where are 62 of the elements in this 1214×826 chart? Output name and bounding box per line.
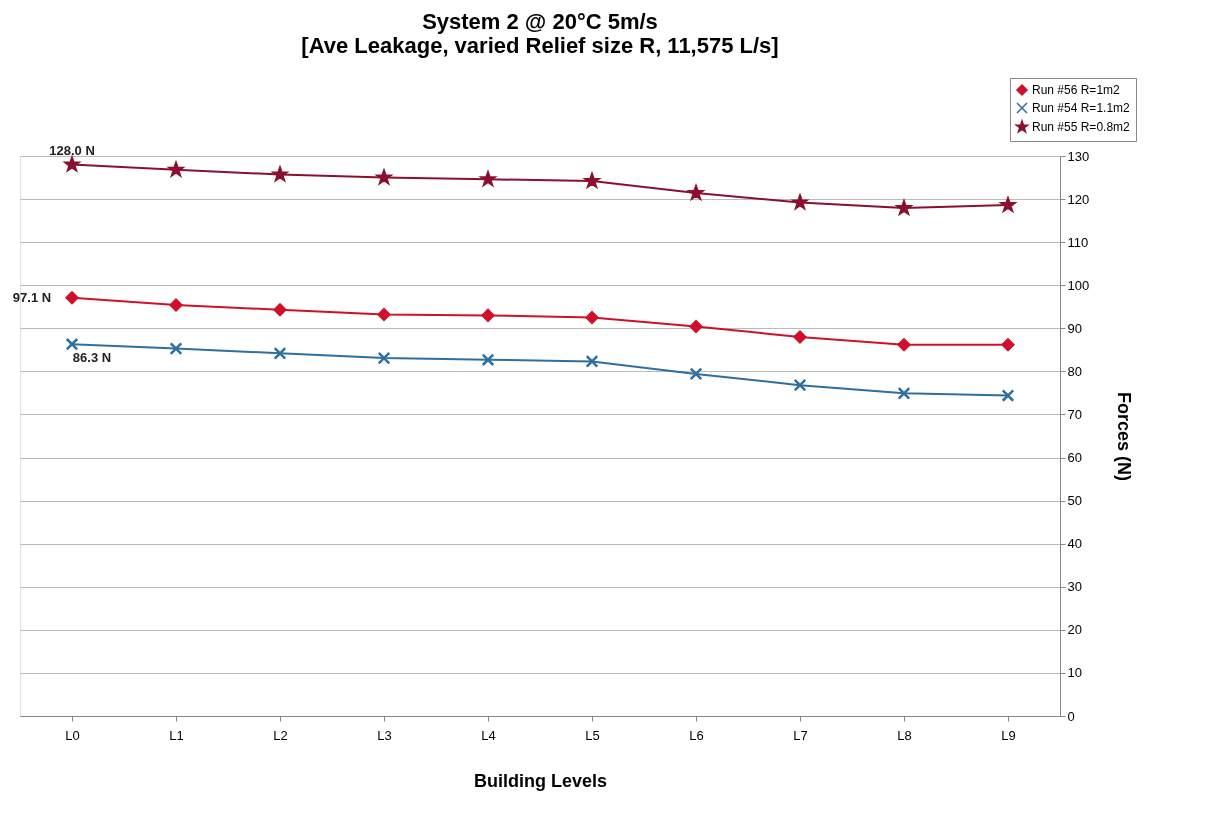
point: [894, 198, 914, 217]
y-tick-label: 0: [1067, 708, 1075, 724]
annotation: 97.1 N: [12, 289, 52, 305]
point: [478, 169, 498, 188]
x-tick-label: L5: [585, 727, 600, 743]
point: [1001, 389, 1015, 402]
point: [481, 308, 495, 322]
point: [686, 183, 706, 202]
point: [689, 367, 703, 381]
point: [166, 160, 186, 178]
x-tick-label: L4: [481, 727, 496, 743]
point: [585, 354, 599, 368]
point: [897, 386, 911, 400]
point: [1001, 338, 1015, 352]
x-tick-label: L6: [689, 727, 704, 743]
y-tick-label: 90: [1067, 320, 1082, 336]
legend-label: Run #54 R=1.1m2: [1032, 101, 1131, 115]
y-tick-label: 30: [1067, 579, 1082, 595]
x-tick-label: L0: [65, 727, 80, 743]
point: [481, 353, 495, 367]
point: [374, 167, 394, 186]
y-tick-label: 130: [1067, 148, 1090, 164]
point: [273, 303, 287, 317]
x-tick-label: L9: [1001, 727, 1016, 743]
legend-label: Run #55 R=0.8m2: [1032, 120, 1131, 134]
point: [582, 171, 602, 190]
x-tick-label: L2: [273, 727, 288, 743]
annotation: 128.0 N: [49, 142, 95, 158]
y-tick-label: 50: [1067, 493, 1082, 509]
x-tick-label: L1: [169, 727, 184, 743]
annotation: 86.3 N: [72, 350, 112, 366]
y-tick-label: 10: [1067, 665, 1082, 681]
point: [793, 330, 807, 344]
point: [377, 308, 391, 322]
y-tick-label: 80: [1067, 363, 1082, 379]
point: [790, 192, 810, 211]
point: [273, 346, 287, 360]
point: [793, 378, 807, 392]
y-tick-label: 20: [1067, 622, 1082, 638]
x-tick-label: L3: [377, 727, 392, 743]
x-axis-title: Building Levels: [473, 770, 608, 791]
point: [998, 195, 1018, 214]
point: [585, 311, 599, 325]
y-tick-label: 60: [1067, 450, 1082, 466]
point: [169, 298, 183, 312]
point: [270, 164, 290, 183]
x-tick-label: L8: [897, 727, 912, 743]
point: [689, 320, 703, 334]
point: [377, 351, 391, 365]
y-tick-label: 70: [1067, 406, 1082, 422]
y-tick-label: 100: [1067, 277, 1090, 293]
x-tick-label: L7: [793, 727, 808, 743]
point: [169, 342, 183, 356]
point: [65, 291, 79, 305]
legend-label: Run #56 R=1m2: [1032, 83, 1121, 97]
y-tick-label: 40: [1067, 536, 1082, 552]
point: [897, 338, 911, 352]
chart-title: System 2 @ 20°C 5m/s [Ave Leakage, varied Relief size R, 11,575 L/s]: [301, 8, 779, 58]
y-axis-title: Forces (N): [1114, 391, 1135, 482]
point: [65, 337, 79, 351]
y-tick-label: 110: [1067, 234, 1089, 250]
y-tick-label: 120: [1067, 191, 1090, 207]
